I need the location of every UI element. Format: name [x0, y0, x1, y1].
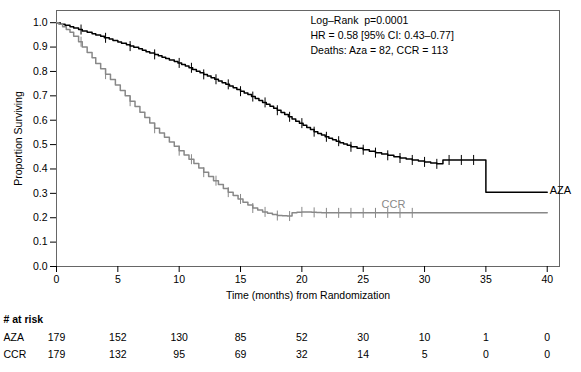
svg-text:179: 179	[48, 331, 66, 343]
svg-text:0.8: 0.8	[33, 65, 48, 77]
svg-text:179: 179	[48, 348, 66, 360]
svg-text:20: 20	[296, 273, 308, 285]
svg-text:Log–Rank p=0.0001HR = 0.58 [9: Log–Rank p=0.0001HR = 0.58 [95% CI: 0.43…	[311, 14, 454, 56]
svg-text:0: 0	[54, 273, 60, 285]
svg-text:0.4: 0.4	[33, 162, 48, 174]
svg-text:30: 30	[419, 273, 431, 285]
svg-text:10: 10	[419, 331, 431, 343]
svg-text:30: 30	[357, 331, 369, 343]
svg-text:0.6: 0.6	[33, 114, 48, 126]
svg-text:AZA: AZA	[550, 184, 572, 196]
svg-text:5: 5	[115, 273, 121, 285]
svg-text:1: 1	[483, 331, 489, 343]
svg-text:CCR: CCR	[4, 348, 27, 360]
svg-text:52: 52	[296, 331, 308, 343]
svg-text:0.5: 0.5	[33, 138, 48, 150]
svg-text:0.3: 0.3	[33, 187, 48, 199]
svg-text:AZA: AZA	[4, 331, 24, 343]
svg-text:5: 5	[422, 348, 428, 360]
svg-text:69: 69	[235, 348, 247, 360]
svg-text:1.0: 1.0	[33, 16, 48, 28]
svg-text:132: 132	[109, 348, 127, 360]
svg-text:85: 85	[235, 331, 247, 343]
svg-text:CCR: CCR	[382, 198, 406, 210]
svg-text:32: 32	[296, 348, 308, 360]
svg-text:Time (months) from Randomizati: Time (months) from Randomization	[226, 289, 390, 301]
svg-text:0: 0	[544, 348, 550, 360]
svg-text:0.0: 0.0	[33, 260, 48, 272]
svg-text:0.1: 0.1	[33, 235, 48, 247]
svg-text:14: 14	[357, 348, 369, 360]
svg-text:10: 10	[173, 273, 185, 285]
svg-text:0.9: 0.9	[33, 40, 48, 52]
svg-text:# at risk: # at risk	[4, 313, 44, 325]
svg-text:130: 130	[170, 331, 188, 343]
svg-text:0.2: 0.2	[33, 211, 48, 223]
svg-text:0.7: 0.7	[33, 89, 48, 101]
svg-text:40: 40	[541, 273, 553, 285]
svg-text:15: 15	[235, 273, 247, 285]
svg-text:0: 0	[544, 331, 550, 343]
svg-text:25: 25	[357, 273, 369, 285]
svg-text:0: 0	[483, 348, 489, 360]
svg-text:Proportion Surviving: Proportion Surviving	[12, 91, 24, 186]
svg-text:95: 95	[173, 348, 185, 360]
svg-text:35: 35	[480, 273, 492, 285]
svg-text:152: 152	[109, 331, 127, 343]
